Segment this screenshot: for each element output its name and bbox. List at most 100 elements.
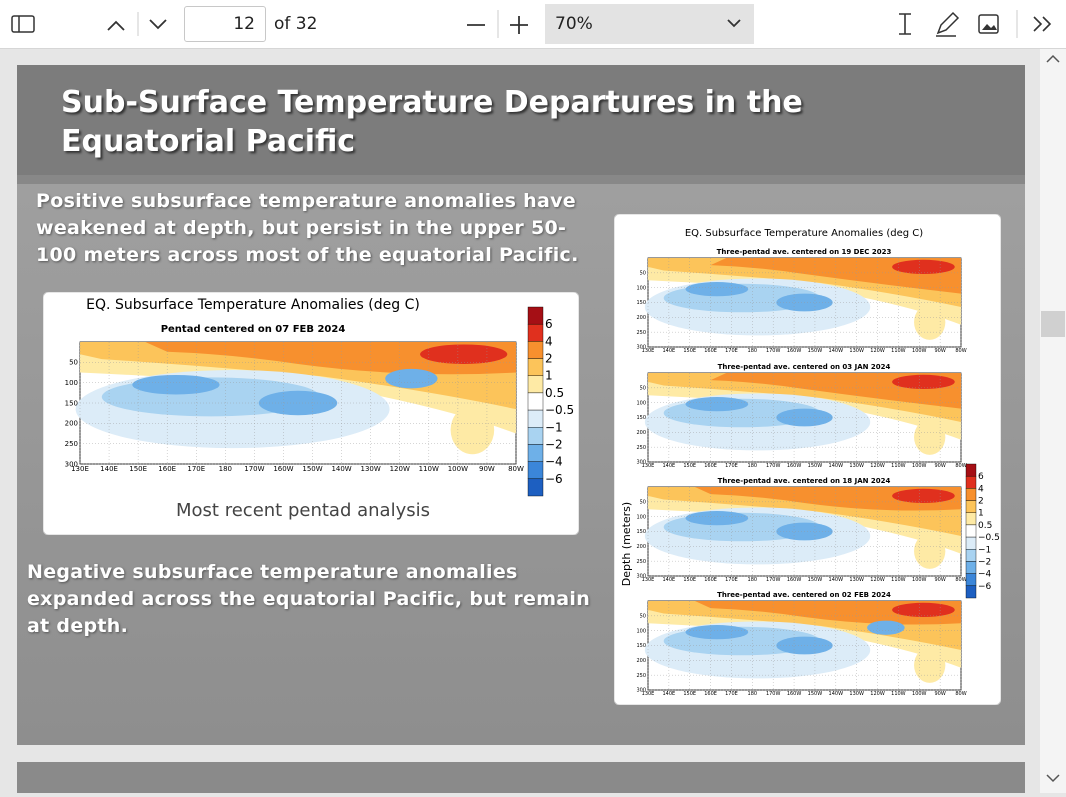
paragraph: Positive subsurface temperature anomalie… bbox=[36, 190, 579, 266]
y-tick-label: 50 bbox=[69, 359, 78, 367]
x-tick-label: 150E bbox=[129, 465, 147, 473]
x-tick-label: 150W bbox=[808, 463, 823, 469]
x-tick-label: 160W bbox=[273, 465, 293, 473]
contour bbox=[892, 259, 955, 275]
x-tick-label: 140E bbox=[663, 348, 676, 354]
contour bbox=[685, 511, 749, 526]
colorbar-swatch bbox=[965, 500, 977, 513]
x-tick-label: 120W bbox=[870, 463, 885, 469]
x-tick-label: 130W bbox=[849, 348, 864, 354]
y-tick-label: 300 bbox=[636, 345, 646, 351]
x-tick-label: 140W bbox=[829, 577, 844, 583]
x-tick-label: 180 bbox=[219, 465, 232, 473]
panel-subtitle: Three-pentad ave. centered on 02 FEB 202… bbox=[717, 591, 891, 599]
scrollbar[interactable] bbox=[1040, 49, 1066, 793]
image-tool[interactable] bbox=[978, 14, 999, 34]
y-tick-label: 200 bbox=[65, 420, 78, 428]
colorbar-label: −2 bbox=[545, 437, 563, 451]
contour bbox=[892, 602, 955, 618]
panel-subtitle: Three-pentad ave. centered on 03 JAN 202… bbox=[718, 363, 891, 371]
colorbar-swatch bbox=[527, 306, 544, 325]
x-tick-label: 150W bbox=[808, 577, 823, 583]
contour bbox=[450, 405, 495, 455]
x-tick-label: 170W bbox=[766, 463, 781, 469]
y-tick-label: 250 bbox=[636, 673, 646, 679]
more-tools[interactable] bbox=[1033, 16, 1052, 32]
x-tick-label: 180 bbox=[748, 348, 758, 354]
text-select-tool[interactable] bbox=[899, 13, 911, 35]
x-tick-label: 120W bbox=[390, 465, 410, 473]
x-tick-label: 130E bbox=[71, 465, 89, 473]
y-tick-label: 150 bbox=[65, 399, 78, 407]
colorbar-label: −1 bbox=[978, 545, 991, 555]
y-tick-label: 50 bbox=[640, 386, 646, 392]
colorbar-label: −1 bbox=[545, 420, 563, 434]
colorbar-label: −6 bbox=[978, 582, 992, 592]
colorbar-label: 0.5 bbox=[545, 386, 564, 400]
x-tick-label: 130W bbox=[849, 577, 864, 583]
contour bbox=[867, 620, 905, 635]
x-tick-label: 140W bbox=[829, 463, 844, 469]
page-number: 12 bbox=[233, 14, 255, 34]
toolbar-icons bbox=[11, 4, 1052, 44]
x-tick-label: 100W bbox=[912, 691, 927, 697]
y-tick-label: 200 bbox=[636, 544, 646, 550]
draw-tool[interactable] bbox=[936, 11, 960, 37]
x-tick-label: 150E bbox=[683, 463, 696, 469]
prev-page[interactable] bbox=[107, 20, 125, 31]
x-tick-label: 180 bbox=[748, 463, 758, 469]
x-tick-label: 180 bbox=[748, 691, 758, 697]
x-tick-label: 170E bbox=[725, 463, 738, 469]
contour bbox=[914, 647, 946, 683]
colorbar-swatch bbox=[965, 573, 977, 587]
x-tick-label: 150W bbox=[808, 691, 823, 697]
sidebar-toggle[interactable] bbox=[11, 15, 35, 33]
x-tick-label: 160E bbox=[704, 691, 717, 697]
chart-title: EQ. Subsurface Temperature Anomalies (de… bbox=[685, 228, 923, 239]
next-page[interactable] bbox=[149, 19, 167, 30]
x-tick-label: 170W bbox=[766, 691, 781, 697]
panel-subtitle: Three-pentad ave. centered on 19 DEC 202… bbox=[717, 248, 892, 256]
colorbar-swatch bbox=[527, 323, 544, 342]
colorbar-swatch bbox=[527, 358, 544, 376]
x-tick-label: 130E bbox=[642, 463, 655, 469]
contour bbox=[145, 342, 516, 375]
y-tick-label: 200 bbox=[636, 315, 646, 321]
x-tick-label: 130W bbox=[849, 691, 864, 697]
colorbar-swatch bbox=[527, 392, 544, 411]
next-page bbox=[17, 762, 1025, 793]
x-tick-label: 150E bbox=[683, 577, 696, 583]
colorbar-swatch bbox=[965, 463, 977, 477]
y-tick-label: 250 bbox=[636, 559, 646, 565]
x-tick-label: 120W bbox=[870, 691, 885, 697]
x-tick-label: 170W bbox=[766, 577, 781, 583]
caption: Most recent pentad analysis bbox=[176, 500, 430, 521]
contour bbox=[914, 533, 946, 569]
x-tick-label: 160E bbox=[704, 463, 717, 469]
x-tick-label: 110W bbox=[891, 577, 906, 583]
x-tick-label: 170E bbox=[187, 465, 205, 473]
x-tick-label: 90W bbox=[479, 465, 495, 473]
y-tick-label: 250 bbox=[636, 330, 646, 336]
x-tick-label: 140E bbox=[100, 465, 118, 473]
colorbar-swatch bbox=[965, 549, 977, 562]
colorbar-label: 0.5 bbox=[978, 521, 992, 531]
x-tick-label: 160E bbox=[704, 577, 717, 583]
colorbar-label: 6 bbox=[978, 472, 984, 482]
contour bbox=[258, 390, 338, 416]
page-input[interactable]: 12 bbox=[184, 6, 266, 42]
contour bbox=[914, 304, 946, 340]
contour bbox=[420, 344, 508, 364]
y-tick-label: 300 bbox=[636, 688, 646, 694]
x-tick-label: 130W bbox=[849, 463, 864, 469]
x-tick-label: 130E bbox=[642, 691, 655, 697]
x-tick-label: 100W bbox=[448, 465, 468, 473]
contour bbox=[685, 282, 749, 297]
zoom-select[interactable] bbox=[545, 4, 754, 44]
x-tick-label: 160W bbox=[787, 577, 802, 583]
y-tick-label: 200 bbox=[636, 658, 646, 664]
x-tick-label: 110W bbox=[891, 463, 906, 469]
contour bbox=[892, 374, 955, 390]
x-tick-label: 160E bbox=[158, 465, 176, 473]
slide-title: Sub-Surface Temperature Departures in th… bbox=[61, 85, 803, 159]
